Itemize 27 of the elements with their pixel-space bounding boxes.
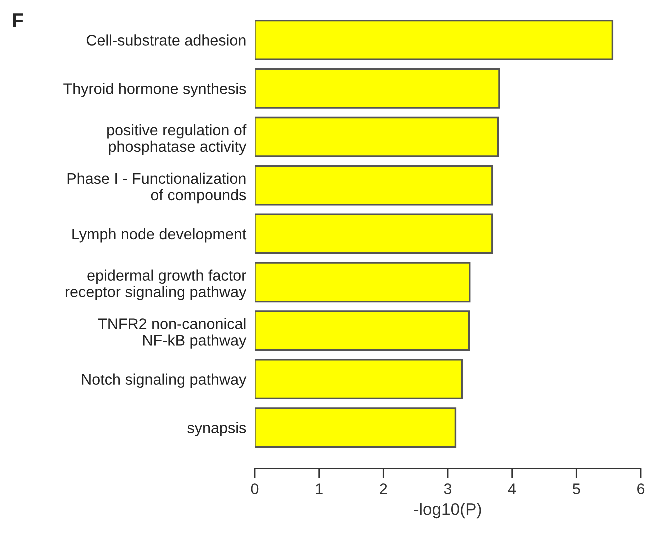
bar <box>255 68 500 109</box>
bar <box>255 310 470 352</box>
y-tick-label: Thyroid hormone synthesis <box>64 83 246 98</box>
bar <box>255 262 471 303</box>
bar <box>255 165 494 206</box>
x-tick-label: 3 <box>444 484 452 494</box>
y-tick-label: positive regulation of phosphatase activity <box>108 124 247 156</box>
x-axis-title: -log10(P) <box>414 503 482 519</box>
x-tick-label: 5 <box>573 484 580 494</box>
y-tick-label: synapsis <box>188 422 246 436</box>
x-tick-label: 0 <box>251 484 259 494</box>
x-tick-label: 1 <box>316 484 323 494</box>
bar <box>255 20 614 60</box>
y-tick-label: epidermal growth factor receptor signaling pathway <box>66 270 247 300</box>
x-tick-label: 2 <box>380 484 388 494</box>
x-tick-label: 6 <box>638 484 645 494</box>
bar <box>255 408 457 448</box>
text: F <box>13 14 24 28</box>
y-tick-label: Phase I - Functionalization of compounds <box>68 172 246 204</box>
x-tick-label: 4 <box>508 484 516 494</box>
bar <box>255 214 494 254</box>
bar <box>255 359 463 400</box>
bar <box>255 116 500 158</box>
y-tick-label: Cell-substrate adhesion <box>86 34 246 46</box>
y-tick-label: Notch signaling pathway <box>82 374 247 388</box>
y-tick-label: TNFR2 non-canonical NF-kB pathway <box>98 318 247 349</box>
y-tick-label: Lymph node development <box>72 228 247 243</box>
